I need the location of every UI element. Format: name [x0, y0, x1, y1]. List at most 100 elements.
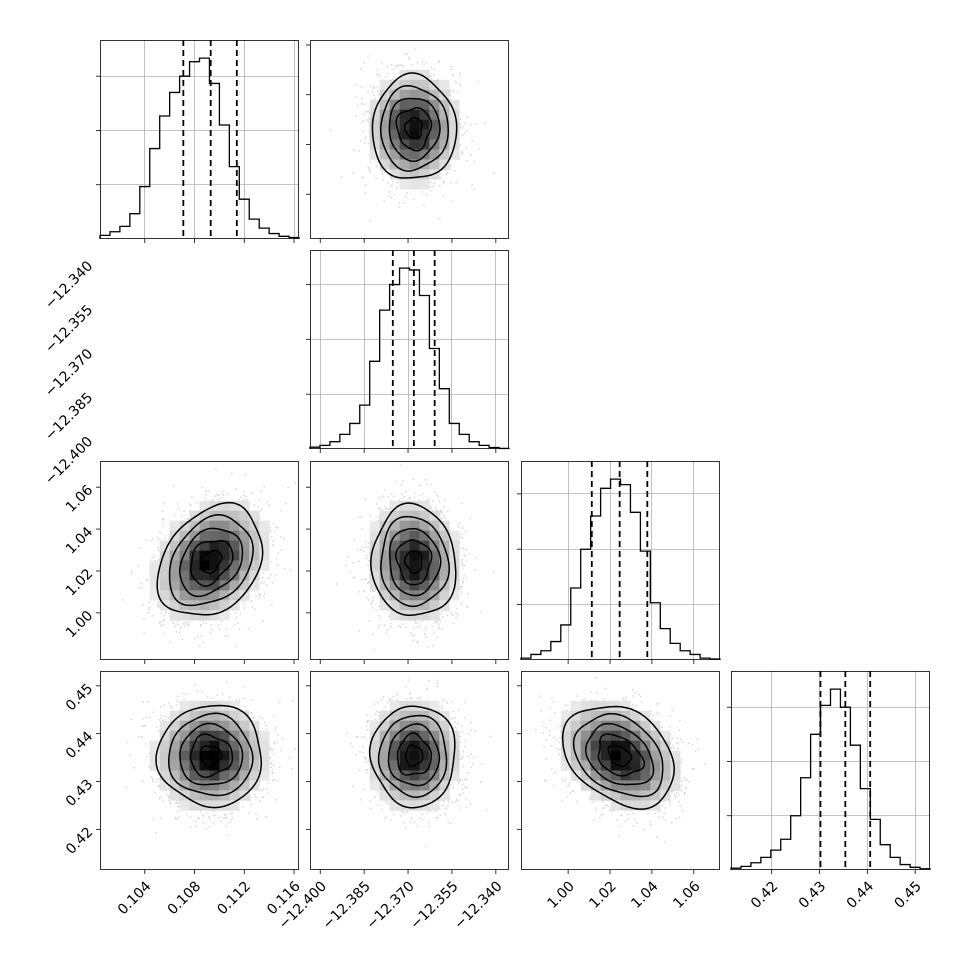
density-cell	[419, 730, 430, 741]
contour-line	[199, 549, 223, 574]
density-cell	[169, 540, 180, 551]
density-cell	[259, 730, 270, 741]
density-cell	[399, 109, 410, 120]
density-cell	[409, 129, 420, 140]
density-cell	[570, 770, 581, 781]
density-cell	[229, 710, 240, 722]
density-cell	[249, 550, 260, 561]
density-cell	[229, 750, 240, 761]
density-cell	[209, 530, 220, 541]
density-cell	[229, 560, 240, 571]
density-cell	[199, 550, 210, 561]
density-cell	[409, 530, 420, 541]
density-cell	[399, 530, 410, 541]
density-cell	[179, 730, 190, 741]
density-cell	[229, 770, 240, 781]
density-cell	[449, 129, 460, 140]
density-cell	[389, 139, 400, 150]
panel-frame	[100, 461, 299, 660]
density-cell	[389, 580, 400, 591]
density-cell	[209, 570, 220, 581]
density-cell	[409, 79, 420, 91]
density-cell	[259, 530, 270, 541]
density-cell	[660, 770, 671, 781]
density-cell	[189, 540, 200, 551]
density-cell	[169, 570, 180, 581]
density-cell	[169, 770, 180, 781]
panel-frame	[100, 40, 299, 239]
panel-frame	[100, 671, 299, 870]
density-cell	[239, 590, 250, 601]
density-cell	[229, 540, 240, 551]
density-cell	[259, 750, 270, 761]
density-cell	[570, 700, 581, 712]
density-cell	[219, 600, 230, 611]
y-tick-label: 1.00	[63, 608, 96, 641]
density-cell	[379, 790, 390, 801]
density-cell	[389, 750, 400, 761]
density-cell	[570, 760, 581, 771]
density-cell	[199, 510, 210, 521]
density-cell	[369, 570, 380, 581]
density-cell	[239, 740, 250, 751]
density-cell	[399, 540, 410, 551]
density-cell	[429, 109, 440, 120]
density-cell	[429, 760, 440, 771]
density-cell	[239, 710, 250, 722]
density-cell	[189, 530, 200, 541]
density-cell	[429, 580, 440, 591]
density-cell	[399, 750, 410, 761]
density-cell	[189, 510, 200, 521]
density-cell	[419, 79, 430, 91]
density-cell	[399, 560, 410, 571]
density-cell	[239, 530, 250, 541]
density-cell	[630, 710, 641, 722]
density-cell	[209, 560, 220, 571]
density-cell	[239, 770, 250, 781]
density-cell	[439, 750, 450, 761]
density-cell	[640, 710, 651, 722]
density-cell	[149, 560, 160, 571]
density-cell	[610, 800, 621, 811]
density-cell	[199, 520, 210, 531]
contour-line	[179, 722, 244, 786]
density-cell	[229, 600, 240, 611]
density-cell	[449, 760, 460, 771]
density-cell	[239, 780, 250, 791]
density-cell	[249, 740, 260, 751]
density-cell	[670, 750, 681, 761]
density-cell	[219, 540, 230, 551]
x-tick-label: 1.04	[628, 878, 661, 911]
y-tick-label: 0.42	[63, 824, 96, 857]
density-cell	[670, 770, 681, 781]
histogram-panel	[306, 250, 510, 453]
density-cell	[409, 139, 420, 150]
density-cell	[369, 770, 380, 781]
x-tick-label: −12.340	[451, 878, 505, 932]
density-cell	[379, 710, 390, 722]
density-cell	[419, 580, 430, 591]
density-cell	[399, 129, 410, 140]
density-cell	[439, 780, 450, 791]
density-cell	[620, 700, 631, 712]
density-panel	[517, 671, 720, 874]
panel-content	[125, 681, 299, 836]
density-cell	[169, 720, 180, 731]
density-cell	[379, 600, 390, 611]
density-cell	[179, 740, 190, 751]
density-cell	[389, 720, 400, 731]
density-cell	[229, 790, 240, 801]
contour-line	[179, 527, 244, 598]
density-cell	[199, 720, 210, 731]
density-cell	[259, 760, 270, 771]
density-cell	[580, 750, 591, 761]
x-tick-label: 0.42	[748, 878, 781, 911]
density-cell	[439, 149, 450, 160]
x-tick-label: 1.06	[670, 878, 703, 911]
density-cell	[419, 550, 430, 561]
contour-line	[584, 722, 655, 786]
density-cell	[219, 580, 230, 591]
density-cell	[630, 800, 641, 811]
density-cell	[189, 520, 200, 531]
density-cell	[620, 750, 631, 761]
